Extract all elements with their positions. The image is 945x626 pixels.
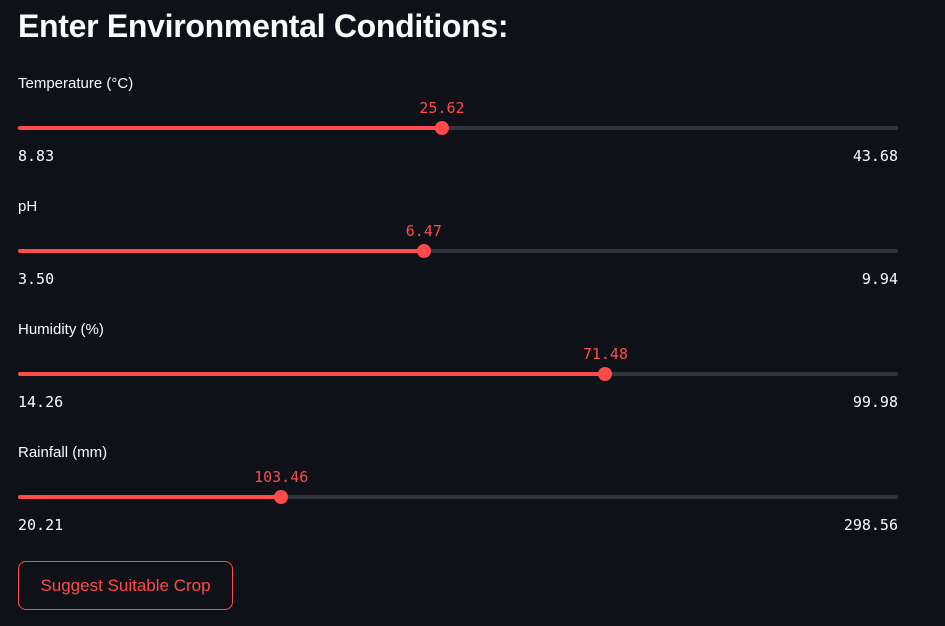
temperature-slider-track[interactable]: [18, 126, 898, 130]
ph-slider[interactable]: pH 6.47 3.50 9.94: [18, 198, 898, 308]
rainfall-slider-label: Rainfall (mm): [18, 444, 108, 461]
page-title: Enter Environmental Conditions:: [18, 8, 509, 44]
humidity-slider-label: Humidity (%): [18, 321, 104, 338]
humidity-slider-fill: [18, 372, 606, 376]
rainfall-slider-fill: [18, 495, 282, 499]
ph-slider-value: 6.47: [405, 222, 442, 240]
ph-slider-track[interactable]: [18, 249, 898, 253]
humidity-slider-track[interactable]: [18, 372, 898, 376]
humidity-slider-min: 14.26: [18, 393, 64, 411]
rainfall-slider-min: 20.21: [18, 516, 64, 534]
temperature-slider-min: 8.83: [18, 147, 55, 165]
temperature-slider-fill: [18, 126, 442, 130]
ph-slider-fill: [18, 249, 424, 253]
temperature-slider[interactable]: Temperature (°C) 25.62 8.83 43.68: [18, 75, 898, 185]
ph-slider-label: pH: [18, 198, 38, 215]
rainfall-slider-thumb[interactable]: [274, 490, 289, 504]
ph-slider-thumb[interactable]: [416, 244, 431, 258]
rainfall-slider-max: 298.56: [843, 516, 898, 534]
temperature-slider-thumb[interactable]: [434, 121, 449, 135]
ph-slider-max: 9.94: [861, 270, 898, 288]
rainfall-slider[interactable]: Rainfall (mm) 103.46 20.21 298.56: [18, 444, 898, 554]
rainfall-slider-track[interactable]: [18, 495, 898, 499]
humidity-slider-value: 71.48: [582, 345, 628, 363]
suggest-crop-button[interactable]: Suggest Suitable Crop: [18, 561, 233, 610]
humidity-slider-max: 99.98: [852, 393, 898, 411]
humidity-slider[interactable]: Humidity (%) 71.48 14.26 99.98: [18, 321, 898, 431]
temperature-slider-label: Temperature (°C): [18, 75, 134, 92]
temperature-slider-value: 25.62: [419, 99, 465, 117]
humidity-slider-thumb[interactable]: [598, 367, 613, 381]
temperature-slider-max: 43.68: [852, 147, 898, 165]
ph-slider-min: 3.50: [18, 270, 55, 288]
rainfall-slider-value: 103.46: [254, 468, 309, 486]
